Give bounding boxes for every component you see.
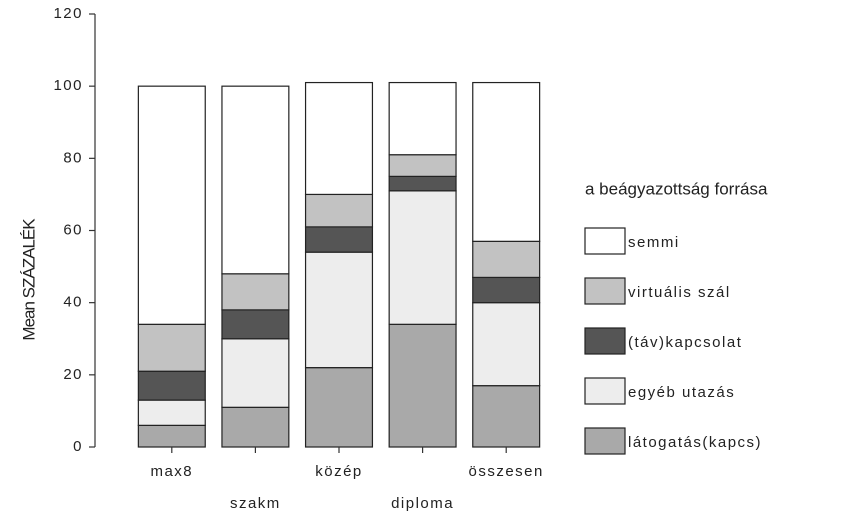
y-tick-label: 100 xyxy=(53,77,83,94)
y-tick-label: 120 xyxy=(53,5,83,22)
bar-segment xyxy=(137,370,206,401)
bar-segment xyxy=(221,406,290,448)
bar-segment xyxy=(388,190,457,325)
bar-segment xyxy=(221,273,290,311)
x-tick-label: összesen xyxy=(469,463,544,480)
legend-swatch xyxy=(584,427,626,455)
bar-segment xyxy=(388,323,457,448)
y-tick-label: 60 xyxy=(63,221,83,238)
bar-segment xyxy=(304,251,374,369)
bar-segment xyxy=(137,85,206,325)
bar-segment xyxy=(388,81,457,156)
legend-swatch xyxy=(584,377,626,405)
bar-segment xyxy=(304,81,374,196)
legend-swatch xyxy=(584,327,626,355)
bar-segment xyxy=(472,240,541,279)
bar-segment xyxy=(137,424,206,448)
bar-segment xyxy=(472,302,541,387)
bar-segment xyxy=(304,226,374,253)
legend-label: egyéb utazás xyxy=(628,384,735,401)
x-tick-label: közép xyxy=(315,463,363,480)
bar-segment xyxy=(388,175,457,192)
bar-segment xyxy=(221,85,290,275)
bar-segment xyxy=(388,154,457,177)
bar-segment xyxy=(472,81,541,242)
legend-label: virtuális szál xyxy=(628,284,731,301)
y-tick-label: 80 xyxy=(63,149,83,166)
bar-segment xyxy=(472,276,541,304)
legend-swatch xyxy=(584,227,626,255)
y-tick-label: 20 xyxy=(63,366,83,383)
legend-label: (táv)kapcsolat xyxy=(628,334,742,351)
bar-segment xyxy=(137,323,206,372)
x-tick-label: max8 xyxy=(150,463,193,480)
x-tick-label: szakm xyxy=(230,495,281,512)
bar-segment xyxy=(221,338,290,408)
legend-label: látogatás(kapcs) xyxy=(628,434,762,451)
legend-swatch xyxy=(584,277,626,305)
bar-segment xyxy=(472,385,541,448)
bar-segment xyxy=(304,367,374,448)
bar-segment xyxy=(304,193,374,228)
y-tick-label: 40 xyxy=(63,294,83,311)
bar-segment xyxy=(221,309,290,340)
y-tick-label: 0 xyxy=(73,438,83,455)
bar-segment xyxy=(137,399,206,426)
legend-label: semmi xyxy=(628,234,680,251)
x-tick-label: diploma xyxy=(391,495,454,512)
legend-title: a beágyazottság forrása xyxy=(585,179,768,198)
y-axis-label: Mean SZÁZALÉK xyxy=(19,218,38,341)
